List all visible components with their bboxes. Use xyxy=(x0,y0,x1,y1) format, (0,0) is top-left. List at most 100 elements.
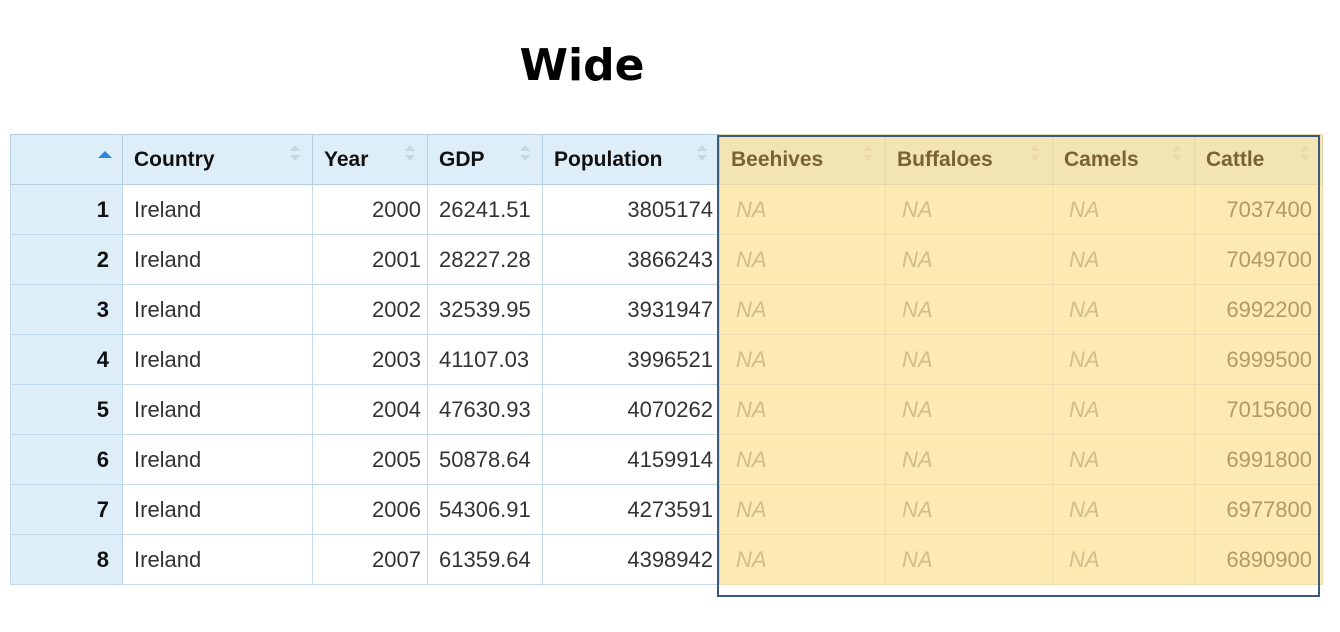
sort-icon[interactable] xyxy=(1172,145,1182,167)
cell-year: 2005 xyxy=(312,434,428,485)
cell-buffaloes: NA xyxy=(885,284,1053,335)
cell-year: 2001 xyxy=(312,234,428,285)
sort-icon[interactable] xyxy=(1030,145,1040,167)
cell-year: 2004 xyxy=(312,384,428,435)
cell-buffaloes: NA xyxy=(885,434,1053,485)
column-header-cattle[interactable]: Cattle xyxy=(1194,134,1323,185)
cell-country: Ireland xyxy=(122,534,313,585)
table-row[interactable]: 6 Ireland 2005 50878.64 4159914 NA NA NA 6991800 xyxy=(10,434,1323,485)
table-row[interactable]: 1 Ireland 2000 26241.51 3805174 NA NA NA 7037400 xyxy=(10,184,1323,235)
row-index-header[interactable] xyxy=(10,134,123,185)
cell-beehives: NA xyxy=(719,534,886,585)
table-row[interactable]: 7 Ireland 2006 54306.91 4273591 NA NA NA 6977800 xyxy=(10,484,1323,535)
data-table: Country Year GDP Population Beehives Buf… xyxy=(10,134,1323,585)
table-header-row: Country Year GDP Population Beehives Buf… xyxy=(10,134,1323,185)
cell-gdp: 28227.28 xyxy=(427,234,543,285)
table-row[interactable]: 2 Ireland 2001 28227.28 3866243 NA NA NA 7049700 xyxy=(10,234,1323,285)
cell-beehives: NA xyxy=(719,234,886,285)
column-header-label: Camels xyxy=(1064,147,1139,171)
sort-icon[interactable] xyxy=(290,145,300,167)
cell-buffaloes: NA xyxy=(885,234,1053,285)
column-header-camels[interactable]: Camels xyxy=(1052,134,1195,185)
cell-country: Ireland xyxy=(122,434,313,485)
cell-beehives: NA xyxy=(719,184,886,235)
column-header-label: Cattle xyxy=(1206,147,1265,171)
row-index-cell: 6 xyxy=(10,434,123,485)
cell-beehives: NA xyxy=(719,484,886,535)
cell-gdp: 50878.64 xyxy=(427,434,543,485)
cell-year: 2002 xyxy=(312,284,428,335)
cell-cattle: 6999500 xyxy=(1194,334,1323,385)
row-index-cell: 4 xyxy=(10,334,123,385)
cell-gdp: 61359.64 xyxy=(427,534,543,585)
cell-year: 2003 xyxy=(312,334,428,385)
cell-cattle: 6977800 xyxy=(1194,484,1323,535)
sort-ascending-icon[interactable] xyxy=(98,151,112,158)
cell-country: Ireland xyxy=(122,334,313,385)
cell-cattle: 6992200 xyxy=(1194,284,1323,335)
cell-cattle: 7037400 xyxy=(1194,184,1323,235)
cell-country: Ireland xyxy=(122,484,313,535)
cell-population: 4273591 xyxy=(542,484,720,535)
column-header-label: Population xyxy=(554,147,663,171)
cell-country: Ireland xyxy=(122,384,313,435)
column-header-gdp[interactable]: GDP xyxy=(427,134,543,185)
sort-icon[interactable] xyxy=(405,145,415,167)
cell-population: 3931947 xyxy=(542,284,720,335)
table-row[interactable]: 8 Ireland 2007 61359.64 4398942 NA NA NA 6890900 xyxy=(10,534,1323,585)
table-body: 1 Ireland 2000 26241.51 3805174 NA NA NA 7037400… xyxy=(10,184,1323,585)
cell-year: 2007 xyxy=(312,534,428,585)
cell-buffaloes: NA xyxy=(885,534,1053,585)
cell-buffaloes: NA xyxy=(885,184,1053,235)
table-row[interactable]: 5 Ireland 2004 47630.93 4070262 NA NA NA 7015600 xyxy=(10,384,1323,435)
cell-population: 4398942 xyxy=(542,534,720,585)
column-header-year[interactable]: Year xyxy=(312,134,428,185)
table-row[interactable]: 3 Ireland 2002 32539.95 3931947 NA NA NA 6992200 xyxy=(10,284,1323,335)
cell-beehives: NA xyxy=(719,284,886,335)
cell-population: 3805174 xyxy=(542,184,720,235)
cell-cattle: 6991800 xyxy=(1194,434,1323,485)
column-header-label: Country xyxy=(134,147,215,171)
column-header-beehives[interactable]: Beehives xyxy=(719,134,886,185)
cell-country: Ireland xyxy=(122,284,313,335)
row-index-cell: 1 xyxy=(10,184,123,235)
cell-camels: NA xyxy=(1052,384,1195,435)
cell-population: 3866243 xyxy=(542,234,720,285)
column-header-population[interactable]: Population xyxy=(542,134,720,185)
cell-gdp: 41107.03 xyxy=(427,334,543,385)
column-header-buffaloes[interactable]: Buffaloes xyxy=(885,134,1053,185)
sort-icon[interactable] xyxy=(863,145,873,167)
cell-camels: NA xyxy=(1052,534,1195,585)
cell-camels: NA xyxy=(1052,234,1195,285)
cell-buffaloes: NA xyxy=(885,384,1053,435)
column-header-label: GDP xyxy=(439,147,485,171)
cell-buffaloes: NA xyxy=(885,484,1053,535)
sort-icon[interactable] xyxy=(520,145,530,167)
sort-icon[interactable] xyxy=(1300,145,1310,167)
row-index-cell: 2 xyxy=(10,234,123,285)
sort-icon[interactable] xyxy=(697,145,707,167)
cell-year: 2006 xyxy=(312,484,428,535)
cell-population: 4159914 xyxy=(542,434,720,485)
column-header-country[interactable]: Country xyxy=(122,134,313,185)
cell-beehives: NA xyxy=(719,384,886,435)
cell-cattle: 7049700 xyxy=(1194,234,1323,285)
column-header-label: Buffaloes xyxy=(897,147,993,171)
cell-beehives: NA xyxy=(719,434,886,485)
cell-gdp: 54306.91 xyxy=(427,484,543,535)
cell-gdp: 26241.51 xyxy=(427,184,543,235)
cell-country: Ireland xyxy=(122,184,313,235)
row-index-cell: 5 xyxy=(10,384,123,435)
cell-buffaloes: NA xyxy=(885,334,1053,385)
cell-population: 3996521 xyxy=(542,334,720,385)
cell-camels: NA xyxy=(1052,284,1195,335)
row-index-cell: 8 xyxy=(10,534,123,585)
table-row[interactable]: 4 Ireland 2003 41107.03 3996521 NA NA NA 6999500 xyxy=(10,334,1323,385)
page-title: Wide xyxy=(519,40,645,91)
cell-camels: NA xyxy=(1052,334,1195,385)
cell-cattle: 7015600 xyxy=(1194,384,1323,435)
cell-gdp: 32539.95 xyxy=(427,284,543,335)
column-header-label: Year xyxy=(324,147,369,171)
cell-gdp: 47630.93 xyxy=(427,384,543,435)
cell-year: 2000 xyxy=(312,184,428,235)
